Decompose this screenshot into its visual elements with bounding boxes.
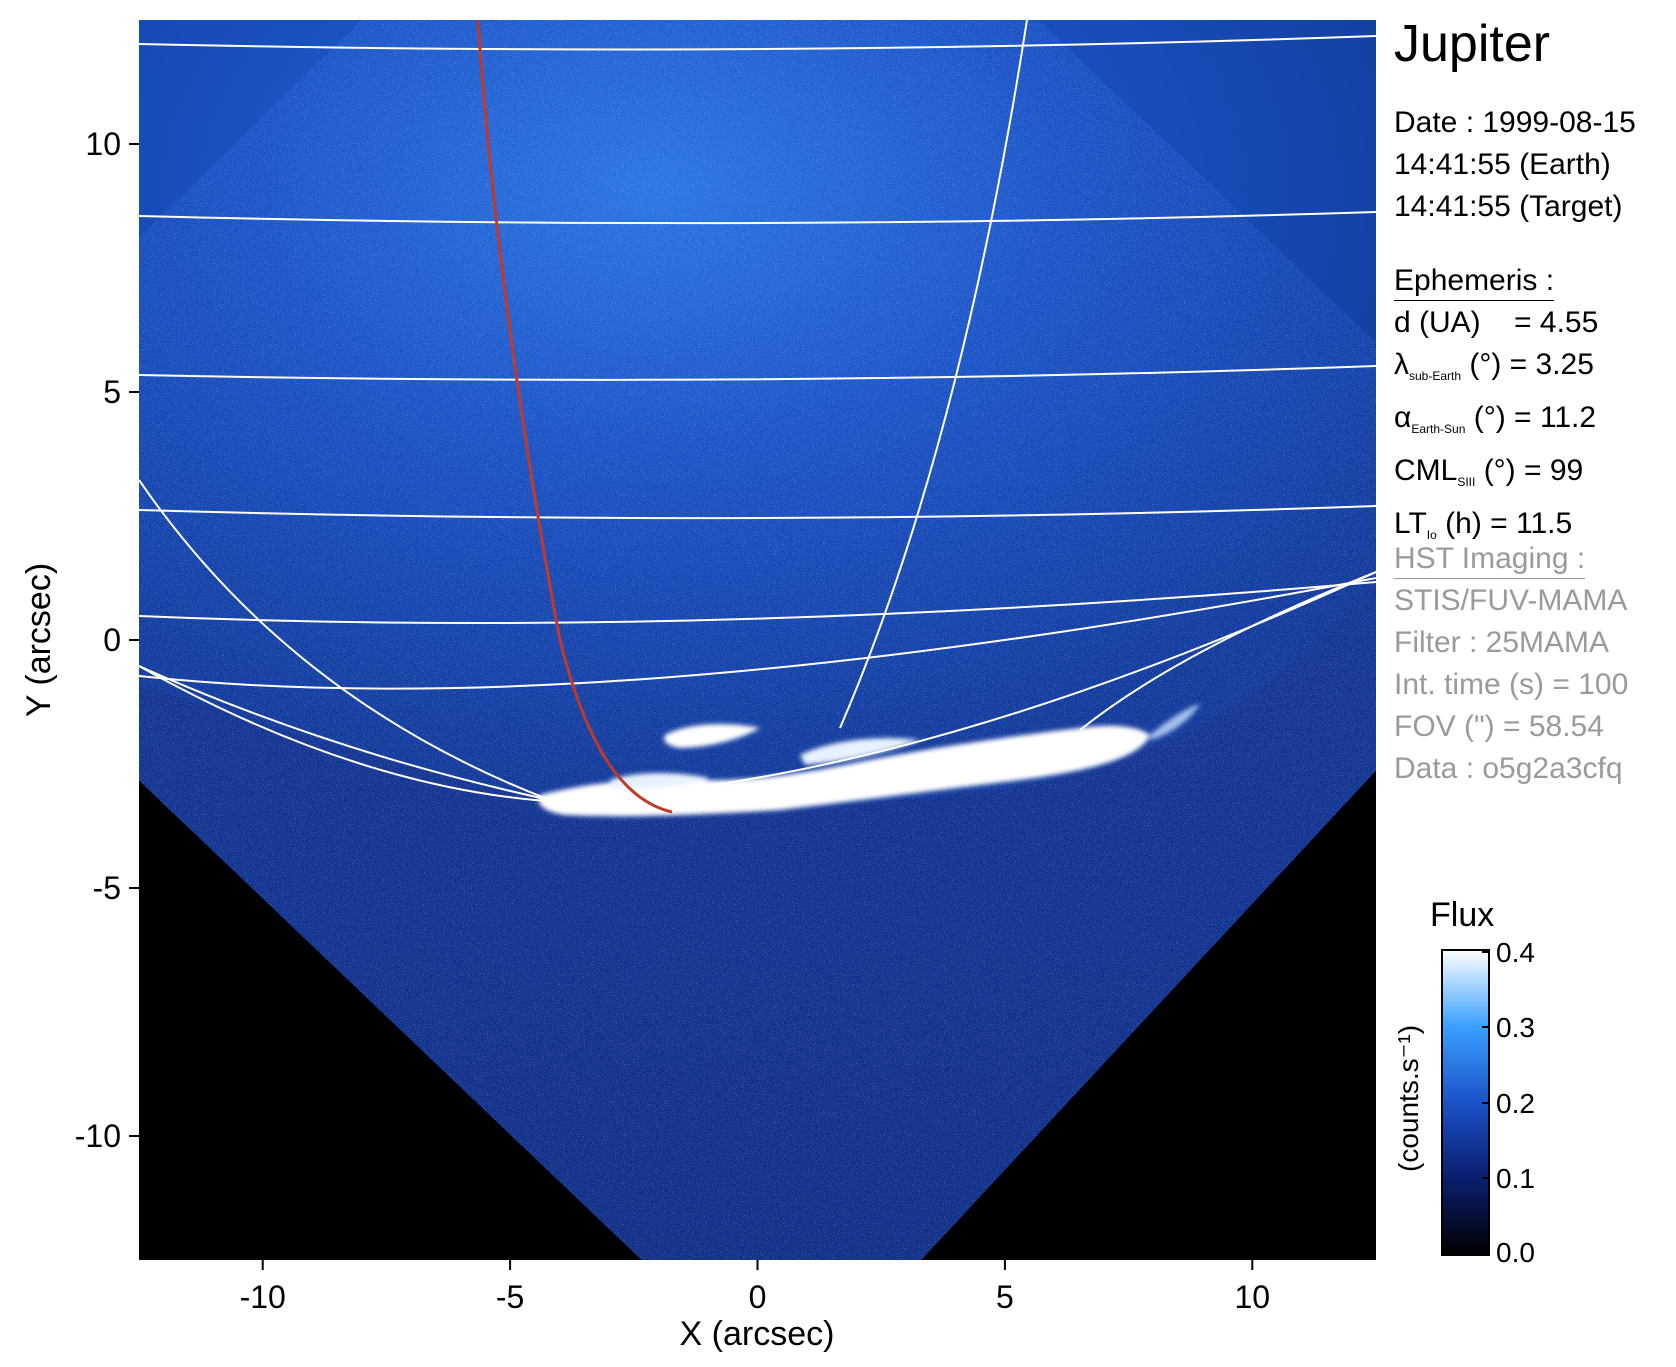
io-footprint-track (476, 20, 673, 814)
hst-header: HST Imaging : (1394, 542, 1586, 579)
colorbar (1441, 949, 1490, 1256)
cml-row: CMLSIII (°) = 99 (1394, 454, 1584, 489)
filter: Filter : 25MAMA (1394, 626, 1610, 659)
x-tick-label: -5 (496, 1279, 524, 1315)
colorbar-tick: 0.2 (1496, 1088, 1535, 1119)
x-tick-label: -10 (240, 1279, 286, 1315)
colorbar-tick: 0.3 (1496, 1012, 1535, 1043)
ephemeris-block: Ephemeris : d (UA) = 4.55 λsub-Earth (°)… (1394, 260, 1598, 556)
longitude-line (139, 479, 551, 801)
colorbar-title: Flux (1430, 896, 1495, 934)
y-tick-label: -10 (75, 1118, 121, 1154)
target-title: Jupiter (1394, 15, 1551, 73)
x-tick-label: 10 (1235, 1279, 1271, 1315)
latitude-line (139, 505, 1376, 520)
longitude-line (139, 665, 561, 803)
x-tick-label: 0 (749, 1279, 767, 1315)
colorbar-tick: 0.0 (1496, 1237, 1535, 1268)
latitude-line (139, 571, 1376, 802)
colorbar-tick: 0.4 (1496, 937, 1535, 968)
longitude-line (1079, 571, 1376, 731)
int-time: Int. time (s) = 100 (1394, 668, 1629, 701)
y-tick-label: 10 (85, 126, 121, 162)
data-id: Data : o5g2a3cfq (1394, 752, 1623, 785)
lambda-row: λsub-Earth (°) = 3.25 (1394, 348, 1594, 383)
coordinate-grid (139, 20, 1376, 803)
distance-row: d (UA) = 4.55 (1394, 306, 1599, 339)
colorbar-tick: 0.1 (1496, 1163, 1535, 1194)
date-line: Date : 1999-08-15 (1394, 106, 1636, 139)
earth-time: 14:41:55 (Earth) (1394, 148, 1611, 181)
latitude-line (139, 211, 1376, 225)
observation-info: Date : 1999-08-15 14:41:55 (Earth) 14:41… (1394, 102, 1636, 228)
lt-row: LTIo (h) = 11.5 (1394, 507, 1573, 542)
latitude-line (139, 365, 1376, 381)
y-tick-label: 0 (103, 622, 121, 658)
y-axis-title: Y (arcsec) (20, 563, 58, 717)
colorbar-unit: (counts.s⁻¹) (1393, 1024, 1424, 1172)
aurora-emission (538, 704, 1200, 817)
noise-texture (139, 20, 1376, 1260)
instrument: STIS/FUV-MAMA (1394, 584, 1628, 617)
y-tick-label: -5 (93, 870, 121, 906)
y-tick-label: 5 (103, 374, 121, 410)
target-time: 14:41:55 (Target) (1394, 190, 1623, 223)
fov: FOV (") = 58.54 (1394, 710, 1604, 743)
ephemeris-header: Ephemeris : (1394, 264, 1555, 301)
alpha-row: αEarth-Sun (°) = 11.2 (1394, 401, 1597, 436)
longitude-line (839, 20, 1028, 729)
hst-block: HST Imaging : STIS/FUV-MAMA Filter : 25M… (1394, 538, 1628, 790)
colorbar-ticks (1482, 951, 1489, 1255)
x-tick-label: 5 (996, 1279, 1014, 1315)
latitude-line (139, 577, 1376, 690)
latitude-line (139, 581, 1376, 625)
latitude-line (139, 35, 1376, 51)
x-axis-title: X (arcsec) (680, 1315, 835, 1353)
